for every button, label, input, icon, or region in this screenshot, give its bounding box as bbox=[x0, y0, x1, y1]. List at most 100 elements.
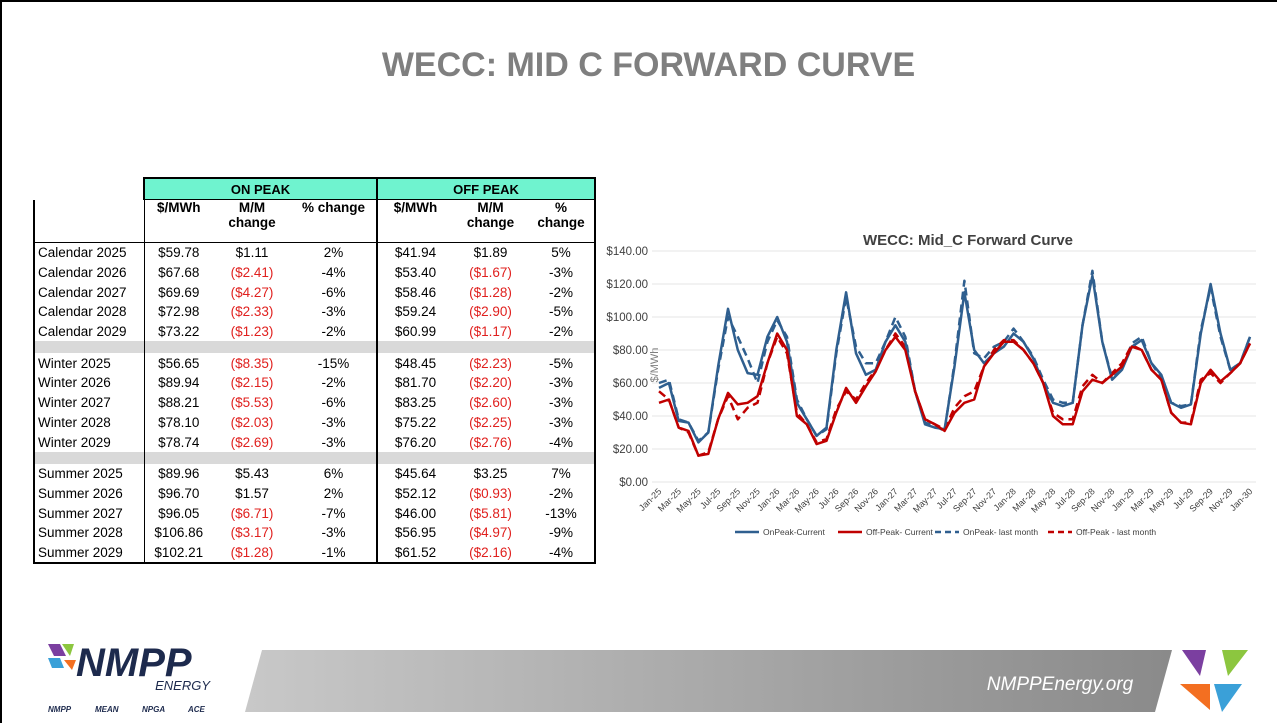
table-cell: -3% bbox=[528, 262, 596, 283]
table-cell: 7% bbox=[528, 463, 596, 484]
separator-row bbox=[33, 451, 596, 464]
row-label: Calendar 2029 bbox=[33, 321, 145, 342]
table-cell: ($2.20) bbox=[469, 375, 512, 391]
table-cell: $61.52 bbox=[377, 542, 453, 565]
table-cell: -4% bbox=[291, 262, 378, 283]
table-cell: $59.78 bbox=[158, 245, 200, 261]
corner-icon bbox=[1180, 650, 1248, 712]
table-cell: -9% bbox=[528, 522, 596, 543]
row-label: Calendar 2025 bbox=[33, 242, 145, 263]
table-cell: -6% bbox=[291, 392, 378, 413]
table-cell: ($1.17) bbox=[469, 324, 512, 340]
table-cell: ($1.28) bbox=[469, 284, 512, 300]
table-cell: $45.64 bbox=[394, 466, 437, 482]
table-cell: ($2.03) bbox=[230, 414, 274, 430]
row-label: Winter 2026 bbox=[33, 373, 145, 393]
table-cell: -5% bbox=[528, 302, 596, 322]
table-cell: $102.21 bbox=[144, 542, 213, 565]
table-cell: 2% bbox=[291, 483, 378, 504]
table-cell: $89.94 bbox=[158, 375, 200, 391]
table-row: Calendar 2029 $73.22 ($1.23) -2% $60.99 ($1.1… bbox=[33, 321, 596, 342]
footer-url: NMPPEnergy.org bbox=[987, 674, 1134, 695]
row-label: Summer 2026 bbox=[33, 483, 145, 504]
table-cell: -1% bbox=[291, 542, 378, 565]
table-cell: -2% bbox=[528, 483, 596, 504]
table-row: Summer 2028 $106.86 ($3.17) -3% $56.95 ($4.97… bbox=[33, 522, 596, 543]
table-cell: -2% bbox=[528, 282, 596, 303]
table-cell: $78.10 bbox=[158, 414, 200, 430]
row-label: Summer 2025 bbox=[33, 463, 145, 484]
table-cell: -4% bbox=[528, 542, 596, 565]
separator-cell bbox=[377, 341, 453, 354]
table-row: Winter 2028 $78.10 ($2.03) -3% $75.22 ($2.25)… bbox=[33, 412, 596, 433]
separator-cell bbox=[33, 451, 145, 464]
table-cell: ($2.41) bbox=[230, 265, 274, 281]
logo-sub: ENERGY bbox=[155, 678, 211, 693]
group-header: ON PEAK bbox=[143, 177, 378, 200]
blank-cell bbox=[33, 199, 145, 243]
footer-band bbox=[245, 650, 1172, 712]
table-cell: $83.25 bbox=[394, 395, 437, 411]
table-cell: -3% bbox=[291, 412, 378, 433]
row-label: Winter 2025 bbox=[33, 353, 145, 374]
table-row: Summer 2026 $96.70 $1.57 2% $52.12 ($0.93) -2% bbox=[33, 483, 596, 504]
table-cell: -7% bbox=[291, 503, 378, 523]
table-cell: $67.68 bbox=[158, 265, 200, 281]
price-table: ON PEAK OFF PEAK $/MWh M/M change% change $/… bbox=[33, 177, 596, 565]
table-cell: ($1.23) bbox=[230, 324, 274, 340]
table-row: Calendar 2025 $59.78 $1.11 2% $41.94 $1.89 5% bbox=[33, 242, 596, 263]
table-row: Calendar 2026 $67.68 ($2.41) -4% $53.40 ($1.6… bbox=[33, 262, 596, 283]
table-row: Winter 2027 $88.21 ($5.53) -6% $83.25 ($2.60)… bbox=[33, 392, 596, 413]
table-cell: $56.95 bbox=[394, 525, 437, 541]
table-row: Summer 2029 $102.21 ($1.28) -1% $61.52 ($2.16… bbox=[33, 542, 596, 565]
column-header: $/MWh bbox=[377, 199, 453, 243]
table-cell: ($2.23) bbox=[469, 355, 512, 371]
group-header: OFF PEAK bbox=[376, 177, 596, 200]
table-cell: $1.57 bbox=[235, 485, 269, 501]
slide-title: WECC: MID C FORWARD CURVE bbox=[381, 46, 916, 84]
row-label: Calendar 2028 bbox=[33, 302, 145, 322]
table-cell: $96.70 bbox=[158, 485, 200, 501]
table-cell: ($2.69) bbox=[230, 434, 274, 450]
table-cell: -15% bbox=[291, 353, 378, 374]
table-cell: ($2.33) bbox=[230, 304, 274, 320]
table-cell: ($5.53) bbox=[230, 395, 274, 411]
table-cell: -3% bbox=[528, 392, 596, 413]
table-cell: 6% bbox=[291, 463, 378, 484]
table-cell: -3% bbox=[291, 522, 378, 543]
table-row: Calendar 2028 $72.98 ($2.33) -3% $59.24 ($2.9… bbox=[33, 302, 596, 322]
table-cell: ($0.93) bbox=[469, 485, 512, 501]
table-row: Calendar 2027 $69.69 ($4.27) -6% $58.46 ($1.2… bbox=[33, 282, 596, 303]
table-cell: $56.65 bbox=[158, 355, 200, 371]
member-name: NPGA bbox=[142, 705, 165, 714]
table-row: Winter 2025 $56.65 ($8.35) -15% $48.45 ($2.23… bbox=[33, 353, 596, 374]
table-cell: -3% bbox=[291, 302, 378, 322]
table-cell: ($3.17) bbox=[230, 525, 274, 541]
table-cell: -6% bbox=[291, 282, 378, 303]
table-cell: ($8.35) bbox=[230, 355, 274, 371]
table-cell: $73.22 bbox=[158, 324, 200, 340]
table-cell: $58.46 bbox=[394, 284, 437, 300]
column-header: M/M change bbox=[213, 199, 291, 243]
separator-cell bbox=[291, 341, 378, 354]
row-label: Winter 2028 bbox=[33, 412, 145, 433]
table-cell: $76.20 bbox=[394, 434, 437, 450]
logo-text: NMPP bbox=[76, 641, 192, 685]
table-cell: ($1.28) bbox=[213, 542, 291, 565]
table-cell: $41.94 bbox=[394, 245, 437, 261]
table-cell: 5% bbox=[528, 242, 596, 263]
member-name: NMPP bbox=[48, 705, 72, 714]
separator-cell bbox=[377, 451, 453, 464]
table-row: Winter 2029 $78.74 ($2.69) -3% $76.20 ($2.76)… bbox=[33, 432, 596, 452]
column-header: M/M change bbox=[453, 199, 528, 243]
table-cell: $52.12 bbox=[394, 485, 437, 501]
table-cell: $69.69 bbox=[158, 284, 200, 300]
separator-cell bbox=[453, 451, 528, 464]
table-cell: $3.25 bbox=[473, 466, 508, 482]
row-label: Winter 2027 bbox=[33, 392, 145, 413]
table-cell: -5% bbox=[528, 353, 596, 374]
table-cell: ($2.60) bbox=[469, 395, 512, 411]
table-cell: ($4.27) bbox=[230, 284, 274, 300]
table-cell: $75.22 bbox=[394, 414, 437, 430]
